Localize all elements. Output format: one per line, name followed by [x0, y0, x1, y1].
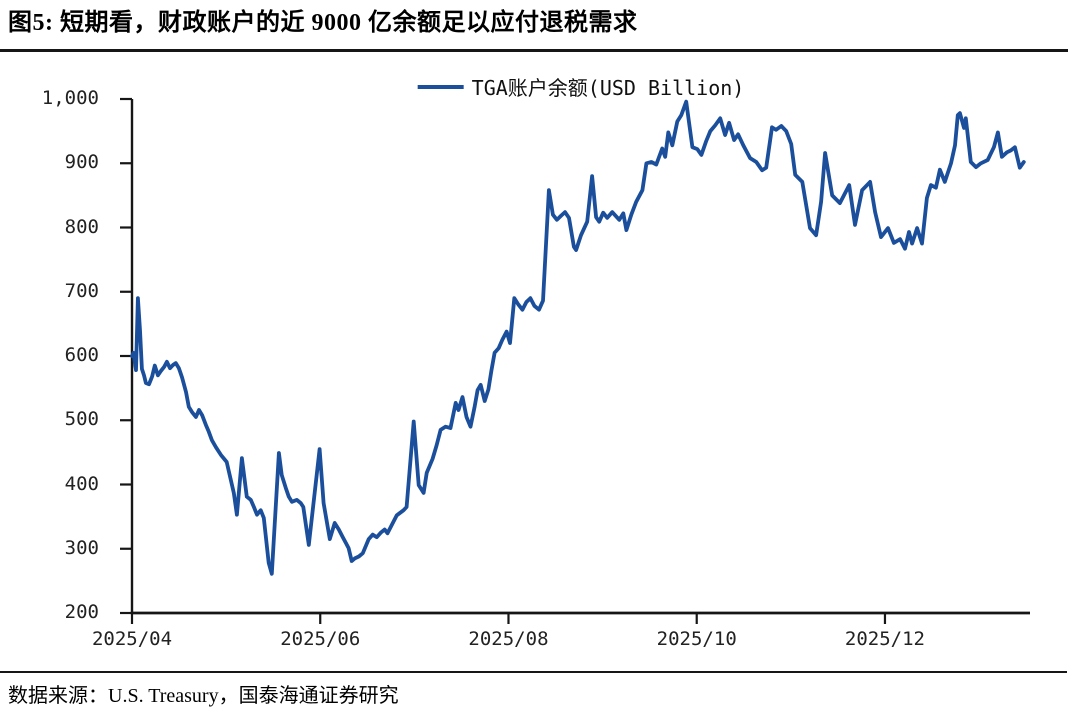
legend-line-swatch: [417, 84, 464, 89]
figure-header: 图5: 短期看，财政账户的近 9000 亿余额足以应付退税需求: [0, 0, 1080, 38]
page-title: 图5: 短期看，财政账户的近 9000 亿余额足以应付退税需求: [8, 10, 638, 36]
y-tick-label: 500: [64, 408, 99, 431]
tga-balance-chart: TGA账户余额(USD Billion) 200 300 400 500 600 700 8…: [0, 55, 1080, 655]
data-source-note: 数据来源：U.S. Treasury，国泰海通证券研究: [8, 685, 399, 707]
chart-legend: TGA账户余额(USD Billion): [417, 72, 745, 101]
footer-divider: [0, 671, 1067, 673]
y-tick-label: 800: [64, 215, 99, 238]
title-divider: [0, 49, 1068, 52]
x-tick-label: 2025/12: [844, 628, 925, 650]
chart-plot-area: [120, 97, 1030, 624]
y-tick-label: 600: [64, 344, 99, 366]
y-tick-label: 900: [64, 151, 99, 174]
x-tick-label: 2025/10: [656, 628, 737, 650]
x-tick-label: 2025/08: [468, 628, 549, 650]
y-tick-label: 1,000: [41, 87, 99, 109]
y-tick-label: 300: [64, 536, 99, 559]
legend-label: TGA账户余额(USD Billion): [471, 76, 745, 100]
x-tick-label: 2025/06: [280, 628, 361, 650]
tga-balance-series-line: [130, 99, 1026, 576]
y-tick-label: 700: [64, 279, 99, 302]
x-tick-label: 2025/04: [91, 628, 173, 650]
y-tick-label: 200: [64, 601, 99, 623]
y-tick-label: 400: [64, 472, 99, 495]
